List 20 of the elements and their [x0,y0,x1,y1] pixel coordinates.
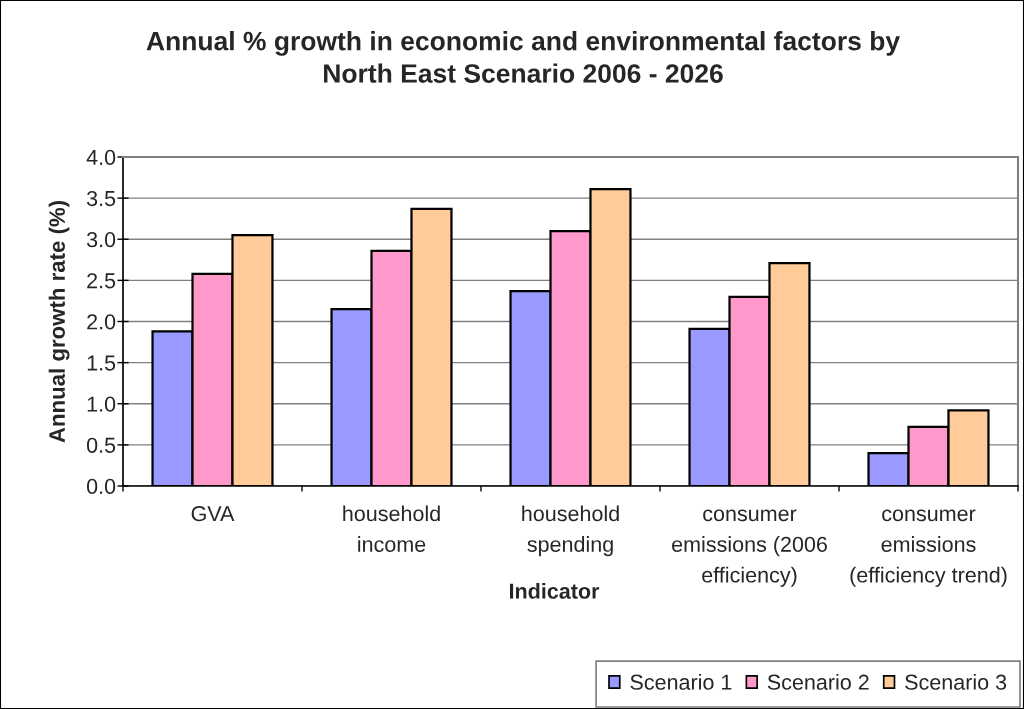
x-tick-label: household spending [522,505,619,557]
y-tick-label: 3.0 [86,232,116,248]
x-axis-title: Indicator [509,582,600,599]
legend-label: Scenario 1 [630,674,732,690]
x-tick-label: GVA [191,506,235,522]
y-tick-label: 0.5 [86,437,116,453]
legend-label: Scenario 3 [905,674,1007,690]
y-tick-label: 2.5 [87,273,116,289]
y-tick-label: 2.0 [87,314,116,330]
y-tick-label: 1.0 [87,396,116,412]
y-tick-label: 3.5 [86,190,116,207]
x-tick-label: household income [343,505,440,552]
y-tick-label: 4.0 [86,149,116,166]
y-tick-label: 1.5 [87,355,116,371]
x-tick-label: consumer emissions (2006 efficiency) [672,509,827,587]
x-tick-label: consumer emissions (efficiency trend) [850,509,1007,587]
legend-label: Scenario 2 [767,674,869,690]
y-tick-label: 0.0 [86,478,116,495]
y-axis-title: Annual growth rate (%) [48,200,70,443]
chart-title: Annual % growth in economic and environmental factors by North East Scenario 2006 - 2026 [146,31,900,83]
